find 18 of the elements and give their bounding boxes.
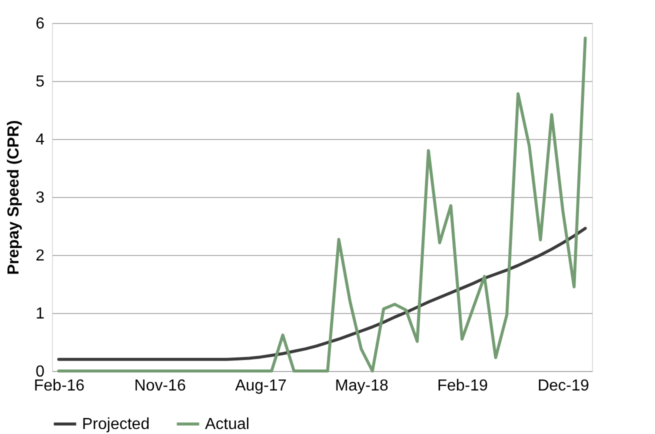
y-tick-label: 1 xyxy=(36,306,45,322)
legend-label: Projected xyxy=(82,416,150,433)
x-tick-label: May-18 xyxy=(335,378,388,394)
x-tick-label: Dec-19 xyxy=(538,378,590,394)
y-tick-label: 3 xyxy=(36,190,45,206)
x-tick-label: Feb-16 xyxy=(34,378,85,394)
y-tick-label: 4 xyxy=(36,132,45,148)
legend-label: Actual xyxy=(205,416,250,433)
y-tick-label: 2 xyxy=(36,248,45,264)
y-axis-title: Prepay Speed (CPR) xyxy=(6,120,23,275)
x-tick-label: Nov-16 xyxy=(134,378,186,394)
x-tick-label: Feb-19 xyxy=(437,378,488,394)
y-tick-label: 5 xyxy=(36,74,45,90)
x-tick-label: Aug-17 xyxy=(235,378,287,394)
line-series xyxy=(57,36,587,372)
y-tick-label: 6 xyxy=(36,16,45,32)
y-tick-label: 0 xyxy=(36,364,45,380)
line-series xyxy=(57,226,587,361)
